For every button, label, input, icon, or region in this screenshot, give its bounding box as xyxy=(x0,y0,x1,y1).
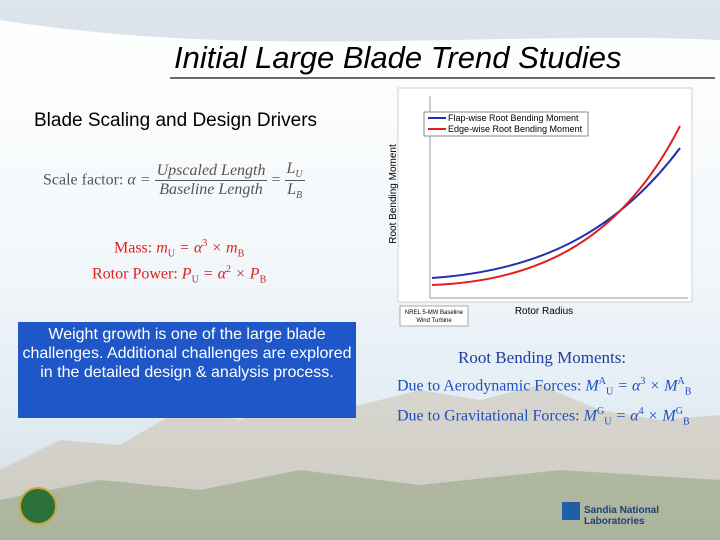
flapwise-curve xyxy=(431,147,681,279)
legend-label: Flap-wise Root Bending Moment xyxy=(448,113,579,123)
subscript: B xyxy=(682,416,690,428)
numerator: LU xyxy=(284,160,305,182)
superscript: A xyxy=(677,376,685,387)
expression: = α xyxy=(615,407,639,425)
symbol: m xyxy=(156,239,168,257)
symbol: P xyxy=(181,265,192,283)
power-formula: Rotor Power: PU = α2 × PB xyxy=(92,264,266,286)
superscript: G xyxy=(675,406,683,417)
label: Due to Aerodynamic Forces: xyxy=(397,377,582,395)
subscript: U xyxy=(295,169,303,181)
fraction: LU LB xyxy=(284,160,305,201)
exponent: 3 xyxy=(640,376,646,387)
subscript: U xyxy=(604,416,612,428)
note: Wind Turbine xyxy=(416,318,452,324)
legend-label: Edge-wise Root Bending Moment xyxy=(448,124,583,134)
grav-formula: Due to Gravitational Forces: MGU = α4 × … xyxy=(397,406,690,428)
subscript: B xyxy=(295,190,303,202)
trend-chart: Flap-wise Root Bending Moment Edge-wise … xyxy=(388,87,693,327)
label: Rotor Power: xyxy=(92,265,178,283)
expression: × m xyxy=(211,239,238,257)
note-box xyxy=(399,305,469,327)
subscript: B xyxy=(237,248,245,260)
expression: × P xyxy=(235,265,260,283)
expression: = α xyxy=(202,265,226,283)
expression: × M xyxy=(649,377,678,395)
denominator: LB xyxy=(285,181,305,201)
y-axis-label: Root Bending Moment xyxy=(388,144,399,244)
denominator: Baseline Length xyxy=(159,181,263,199)
subscript: B xyxy=(684,386,692,398)
mass-formula: Mass: mU = α3 × mB xyxy=(114,238,244,260)
label: Scale factor: xyxy=(43,171,124,189)
expression: = α xyxy=(617,377,641,395)
expression: × M xyxy=(647,407,676,425)
superscript: G xyxy=(596,406,605,417)
callout-text: Weight growth is one of the large blade … xyxy=(22,326,352,381)
moments-heading: Root Bending Moments: xyxy=(458,348,627,367)
edgewise-curve xyxy=(431,125,681,286)
slide-title: Initial Large Blade Trend Studies xyxy=(174,40,622,75)
exponent: 2 xyxy=(226,264,231,275)
equals: = xyxy=(271,171,281,189)
scale-formula: Scale factor: α = Upscaled Length Baselin… xyxy=(43,160,305,201)
note: NREL 5-MW Baseline xyxy=(405,310,464,316)
section-heading: Blade Scaling and Design Drivers xyxy=(34,110,318,131)
symbol: M xyxy=(583,407,597,425)
symbol: L xyxy=(286,160,296,177)
subscript: U xyxy=(191,274,199,286)
legend xyxy=(423,111,589,137)
symbol: α = xyxy=(127,171,151,189)
subscript: U xyxy=(605,386,614,398)
symbol: L xyxy=(287,181,296,199)
superscript: A xyxy=(598,376,606,387)
subscript: U xyxy=(167,248,176,260)
aero-formula: Due to Aerodynamic Forces: MAU = α3 × MA… xyxy=(397,376,691,398)
expression: = α xyxy=(179,239,203,257)
exponent: 4 xyxy=(638,406,644,417)
subscript: B xyxy=(259,274,267,286)
callout-box: Weight growth is one of the large blade … xyxy=(18,322,356,418)
x-axis-label: Rotor Radius xyxy=(515,306,573,317)
label: Mass: xyxy=(114,239,153,257)
numerator: Upscaled Length xyxy=(154,162,268,182)
label: Due to Gravitational Forces: xyxy=(397,407,580,425)
footer-logo-text: Sandia National Laboratories xyxy=(584,505,660,527)
symbol: M xyxy=(585,377,599,395)
exponent: 3 xyxy=(202,238,208,249)
fraction: Upscaled Length Baseline Length xyxy=(154,162,268,199)
